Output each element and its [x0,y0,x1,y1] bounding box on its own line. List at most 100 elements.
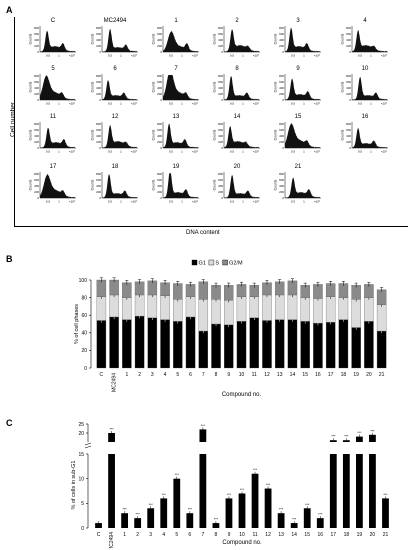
bar-upper [356,436,363,442]
histogram-title: 11 [49,114,57,120]
x-tick-label: 1 [120,150,122,154]
histogram-plot: 800 600 400 200 0 Counts 0.5 1 ×10⁶ [213,122,260,154]
x-tick-label: 0.5 [108,54,113,58]
x-tick-label: 0.5 [291,150,296,154]
bar-g1 [249,317,259,369]
x-tick-label: 1 [120,102,122,106]
category-label: 9 [227,372,230,378]
x-tick-label: 1 [242,54,244,58]
bar [277,513,285,528]
counts-label: Counts [341,129,345,140]
category-label: 17 [331,532,337,538]
significance-label: *** [227,493,232,497]
histogram-title: MC2494 [103,18,127,24]
y-tick-label: 0 [37,50,39,54]
bar [369,454,376,528]
histogram-plot: 800 600 400 200 0 Counts 0.5 1 ×10⁶ [91,74,138,106]
y-tick-label: 800 [279,74,284,78]
histogram-14: 14 800 600 400 200 0 Counts 0.5 1 ×10⁶ [212,114,262,156]
y-tick-label: 200 [34,44,39,48]
bar-g1 [287,319,298,369]
y-tick-label: 80 [81,295,87,301]
y-tick-label: 200 [279,92,284,96]
bar [147,508,155,528]
bar-s [122,297,132,320]
category-label: 8 [215,532,218,538]
histogram-title: 13 [172,114,180,120]
histogram-20: 20 800 600 400 200 0 Counts 0.5 1 ×10⁶ [212,164,262,206]
y-tick-label: 400 [96,38,101,42]
bar-g1 [198,330,209,369]
histogram-plot: 800 600 400 200 0 Counts 0.5 1 ×10⁶ [341,74,388,106]
counts-label: Counts [91,179,95,190]
histogram-plot: 800 600 400 200 0 Counts 0.5 1 ×10⁶ [29,74,76,106]
significance-label: *** [240,488,245,492]
y-tick-label: 200 [96,190,101,194]
x-tick-label: 0.5 [230,54,235,58]
y-tick-label: 400 [218,38,223,42]
histogram-plot: 800 600 400 200 0 Counts 0.5 1 ×10⁶ [274,172,321,204]
bar-g1 [351,327,361,369]
bar [199,454,207,528]
bar-g2m [122,282,132,298]
y-tick-label: 200 [34,190,39,194]
x-tick-label: ×10⁶ [69,200,76,204]
y-tick-label: 400 [218,134,223,138]
histogram-title: 2 [235,18,239,24]
x-tick-label: 1 [181,54,183,58]
histogram-area [224,125,259,148]
y-tick-label: 600 [218,32,223,36]
x-tick-label: 1 [120,200,122,204]
histogram-area [352,77,387,100]
y-tick-label: 800 [279,122,284,126]
histogram-title: 18 [111,164,119,170]
y-tick-label: 600 [218,178,223,182]
bar [134,518,142,528]
histogram-plot: 800 600 400 200 0 Counts 0.5 1 ×10⁶ [29,26,76,58]
y-tick-label: 600 [346,128,351,132]
category-label: C [97,532,101,538]
y-tick-label: 600 [218,80,223,84]
counts-label: Counts [341,81,345,92]
y-tick-label: 800 [34,26,39,30]
category-label: 5 [175,532,178,538]
counts-label: Counts [274,33,278,44]
x-tick-label: 0.5 [46,200,51,204]
bar-g1 [185,316,196,369]
bar-s [109,294,119,318]
y-tick-label: 200 [96,44,101,48]
bar [290,523,298,528]
category-label: 9 [228,532,231,538]
y-tick-label: 400 [96,86,101,90]
bar-s [376,304,387,332]
y-tick-label: 200 [218,44,223,48]
category-label: 15 [302,372,308,378]
bar-s [249,296,259,318]
counts-label: Counts [152,33,156,44]
histogram-area [40,127,75,148]
x-tick-label: ×10⁶ [69,54,76,58]
category-label: 6 [189,372,192,378]
histogram-plot: 800 600 400 200 0 Counts 0.5 1 ×10⁶ [152,26,199,58]
y-axis-label: % of cells in sub-G1 [71,461,77,510]
bar [173,478,181,528]
y-tick-label: 800 [96,74,101,78]
category-label: 21 [379,372,385,378]
histogram-area [163,173,198,198]
y-tick-label: 0 [99,196,101,200]
histogram-area [224,29,259,52]
histogram-21: 21 800 600 400 200 0 Counts 0.5 1 ×10⁶ [273,164,323,206]
y-tick-label: 800 [218,122,223,126]
x-tick-label: ×10⁶ [314,150,321,154]
x-tick-label: ×10⁶ [314,102,321,106]
category-label: 3 [149,532,152,538]
y-tick-label: 200 [346,44,351,48]
counts-label: Counts [213,129,217,140]
y-tick-label: 800 [346,74,351,78]
y-tick-label: 200 [96,140,101,144]
histogram-plot: 800 600 400 200 0 Counts 0.5 1 ×10⁶ [213,26,260,58]
histogram-title: 14 [233,114,241,120]
category-label: 20 [366,372,372,378]
